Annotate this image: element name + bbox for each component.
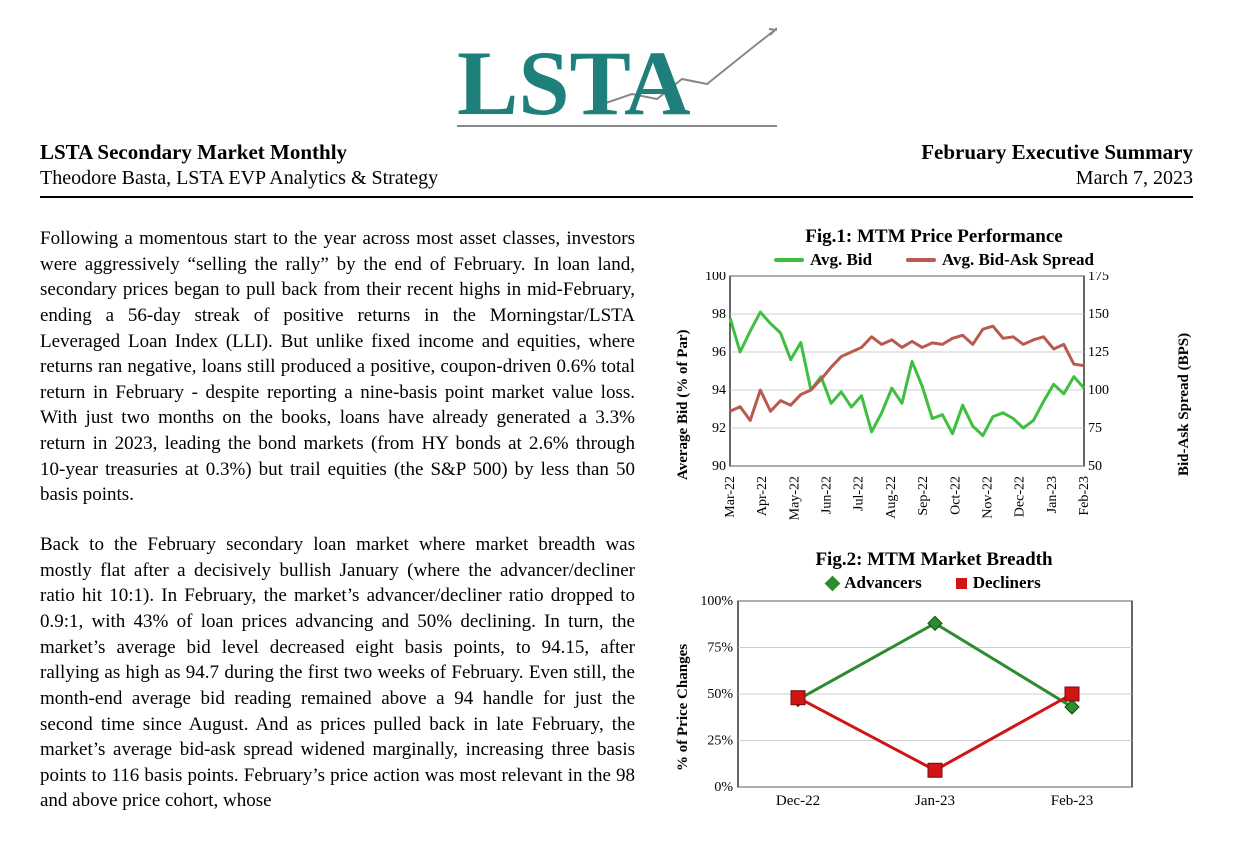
svg-text:92: 92 <box>712 421 726 436</box>
fig1-chart: 90 92 94 96 98 100 50 75 100 125 150 175 Mar-22 Apr-2… <box>692 272 1122 532</box>
fig2-legend-adv: Advancers <box>827 573 921 593</box>
fig1-y-left-label: Average Bid (% of Par) <box>675 272 692 537</box>
svg-text:75%: 75% <box>707 641 733 656</box>
svg-text:50: 50 <box>1088 459 1102 474</box>
svg-text:Mar-22: Mar-22 <box>723 476 738 518</box>
svg-text:100: 100 <box>705 272 726 284</box>
svg-text:Feb-23: Feb-23 <box>1077 476 1092 516</box>
svg-text:Dec-22: Dec-22 <box>776 793 820 809</box>
svg-text:125: 125 <box>1088 345 1109 360</box>
fig2-legend-dec: Decliners <box>956 573 1041 593</box>
fig1-legend-bid-label: Avg. Bid <box>810 250 872 270</box>
fig2-legend: Advancers Decliners <box>675 573 1193 593</box>
svg-text:Aug-22: Aug-22 <box>884 476 899 519</box>
legend-line-icon <box>774 258 804 262</box>
fig2-legend-adv-label: Advancers <box>844 573 921 593</box>
fig1-chart-body: Average Bid (% of Par) 90 92 94 96 98 100 50 75… <box>675 272 1193 537</box>
summary-title: February Executive Summary <box>921 140 1193 167</box>
svg-text:Jul-22: Jul-22 <box>852 476 867 511</box>
square-marker-icon <box>956 578 967 589</box>
legend-line-icon <box>906 258 936 262</box>
fig1-legend-bid: Avg. Bid <box>774 250 872 270</box>
svg-text:Jan-23: Jan-23 <box>1045 476 1060 513</box>
svg-text:90: 90 <box>712 459 726 474</box>
fig2-y-label: % of Price Changes <box>675 595 692 820</box>
author-line: Theodore Basta, LSTA EVP Analytics & Str… <box>40 167 438 190</box>
svg-text:100: 100 <box>1088 383 1109 398</box>
fig1-legend: Avg. Bid Avg. Bid-Ask Spread <box>675 250 1193 270</box>
diamond-marker-icon <box>825 575 841 591</box>
report-title: LSTA Secondary Market Monthly <box>40 140 438 167</box>
fig2-chart-body: % of Price Changes 0% 25% 50% 75% 100% Dec-22… <box>675 595 1193 820</box>
charts-column: Fig.1: MTM Price Performance Avg. Bid Av… <box>675 226 1193 838</box>
svg-text:May-22: May-22 <box>787 476 802 520</box>
svg-text:25%: 25% <box>707 734 733 749</box>
svg-text:175: 175 <box>1088 272 1109 284</box>
svg-text:Nov-22: Nov-22 <box>980 476 995 519</box>
paragraph-1: Following a momentous start to the year … <box>40 226 635 508</box>
svg-text:100%: 100% <box>700 595 733 609</box>
logo-text: LSTA <box>457 32 691 132</box>
svg-text:Oct-22: Oct-22 <box>948 476 963 515</box>
paragraph-2: Back to the February secondary loan mark… <box>40 532 635 814</box>
svg-text:Feb-23: Feb-23 <box>1051 793 1094 809</box>
svg-text:Jun-22: Jun-22 <box>820 476 835 514</box>
fig1-legend-spread: Avg. Bid-Ask Spread <box>906 250 1094 270</box>
fig2-title: Fig.2: MTM Market Breadth <box>675 549 1193 571</box>
svg-text:96: 96 <box>712 345 726 360</box>
svg-text:Dec-22: Dec-22 <box>1013 476 1028 517</box>
fig2-container: Fig.2: MTM Market Breadth Advancers Decl… <box>675 549 1193 820</box>
fig2-chart: 0% 25% 50% 75% 100% Dec-22 Jan-23 Feb-23 <box>692 595 1142 815</box>
report-date: March 7, 2023 <box>921 167 1193 190</box>
svg-text:75: 75 <box>1088 421 1102 436</box>
header-row: LSTA Secondary Market Monthly Theodore B… <box>40 140 1193 190</box>
svg-text:50%: 50% <box>707 687 733 702</box>
body-text-column: Following a momentous start to the year … <box>40 226 635 838</box>
fig1-legend-spread-label: Avg. Bid-Ask Spread <box>942 250 1094 270</box>
svg-text:Sep-22: Sep-22 <box>916 476 931 516</box>
fig1-y-right-label: Bid-Ask Spread (BPS) <box>1176 272 1193 537</box>
lsta-logo: LSTA <box>457 14 777 132</box>
fig1-container: Fig.1: MTM Price Performance Avg. Bid Av… <box>675 226 1193 537</box>
header-divider <box>40 196 1193 198</box>
svg-text:94: 94 <box>712 383 726 398</box>
fig2-legend-dec-label: Decliners <box>973 573 1041 593</box>
svg-text:98: 98 <box>712 307 726 322</box>
svg-text:0%: 0% <box>714 780 733 795</box>
fig1-title: Fig.1: MTM Price Performance <box>675 226 1193 248</box>
logo-container: LSTA <box>40 14 1193 132</box>
svg-text:Jan-23: Jan-23 <box>915 793 955 809</box>
content-columns: Following a momentous start to the year … <box>40 226 1193 838</box>
svg-text:150: 150 <box>1088 307 1109 322</box>
svg-text:Apr-22: Apr-22 <box>755 476 770 516</box>
